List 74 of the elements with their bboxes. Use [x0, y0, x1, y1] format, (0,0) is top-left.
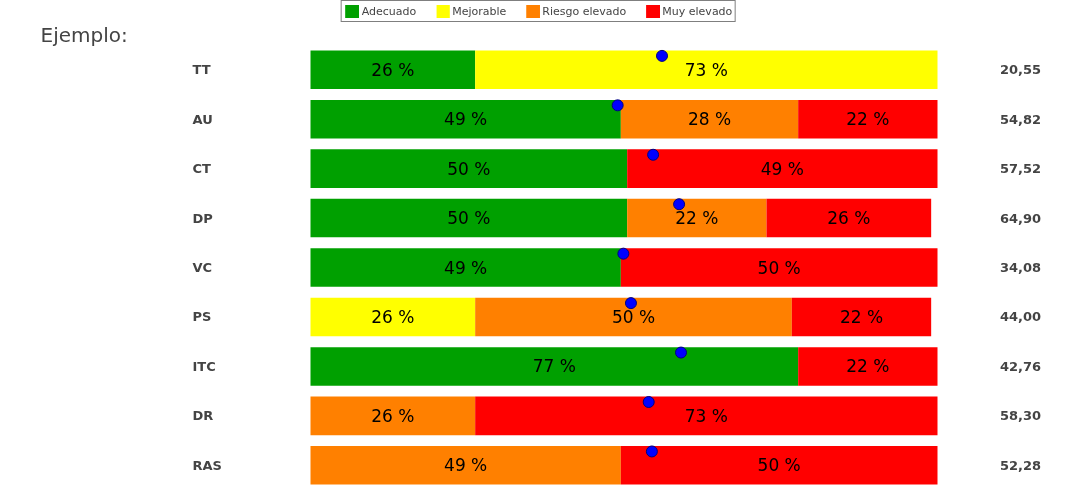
bar [475, 396, 938, 436]
text: Ejemplo: [40, 23, 128, 48]
annotation: 58,30 [999, 408, 1042, 424]
annotation: 54,82 [999, 111, 1042, 127]
point [642, 396, 655, 408]
legend-label: Adecuado [361, 4, 417, 18]
data-label: 73 % [684, 405, 728, 426]
y-tick-label: ITC [192, 358, 216, 374]
y-tick-label: PS [192, 309, 212, 325]
annotation: 57,52 [999, 161, 1042, 177]
bar [310, 297, 476, 337]
legend-label: Mejorable [452, 4, 507, 18]
y-tick-label: RAS [192, 457, 222, 473]
data-label: 26 % [371, 405, 415, 426]
data-label: 49 % [760, 158, 804, 179]
legend-label: Muy elevado [662, 4, 733, 18]
y-tick-label: DP [192, 210, 213, 226]
y-tick-label: DR [192, 408, 214, 424]
data-label: 28 % [687, 109, 732, 130]
bar [310, 50, 476, 90]
bar [310, 396, 476, 436]
point [617, 247, 630, 260]
bar [766, 198, 932, 238]
bar [620, 99, 799, 139]
data-label: 50 % [447, 208, 491, 229]
bar [310, 446, 621, 485]
data-label: 50 % [611, 306, 656, 327]
point [647, 148, 660, 161]
data-label: 22 % [675, 208, 719, 229]
annotation: 64,90 [999, 210, 1042, 226]
data-label: 22 % [846, 356, 890, 377]
data-label: 50 % [757, 257, 801, 278]
bar [310, 347, 799, 386]
data-label: 22 % [839, 306, 884, 327]
annotation: 44,00 [999, 309, 1042, 325]
data-label: 26 % [371, 59, 415, 80]
bar [798, 99, 938, 139]
annotation: 20,55 [999, 62, 1042, 78]
bar [310, 99, 621, 139]
data-label: 50 % [757, 455, 801, 476]
y-tick-label: AU [192, 111, 213, 127]
data-label: 50 % [447, 158, 491, 179]
point [656, 49, 668, 62]
bar [310, 149, 628, 188]
point [645, 445, 658, 458]
bar [620, 446, 938, 485]
point [611, 99, 624, 112]
bar [620, 248, 938, 287]
point [673, 198, 686, 211]
annotation: 52,28 [999, 457, 1042, 473]
point [675, 346, 687, 359]
data-label: 26 % [371, 306, 415, 327]
data-label: 77 % [532, 356, 576, 377]
y-tick-label: CT [192, 161, 212, 177]
data-label: 73 % [684, 59, 728, 80]
y-tick-label: VC [192, 260, 213, 276]
bar [791, 297, 932, 337]
bar [798, 347, 938, 386]
bar [627, 198, 767, 238]
point [624, 297, 637, 310]
legend-label: Riesgo elevado [542, 4, 627, 18]
y-tick-label: TT [192, 62, 211, 78]
bar [475, 297, 792, 337]
data-label: 22 % [846, 109, 890, 130]
bar [475, 50, 938, 90]
data-label: 26 % [827, 208, 871, 229]
annotation: 34,08 [999, 260, 1042, 276]
bar [310, 248, 621, 287]
bar [627, 149, 938, 188]
data-label: 49 % [444, 455, 488, 476]
bar [310, 198, 628, 238]
data-label: 49 % [444, 109, 488, 130]
annotation: 42,76 [999, 358, 1042, 374]
data-label: 49 % [444, 257, 488, 278]
